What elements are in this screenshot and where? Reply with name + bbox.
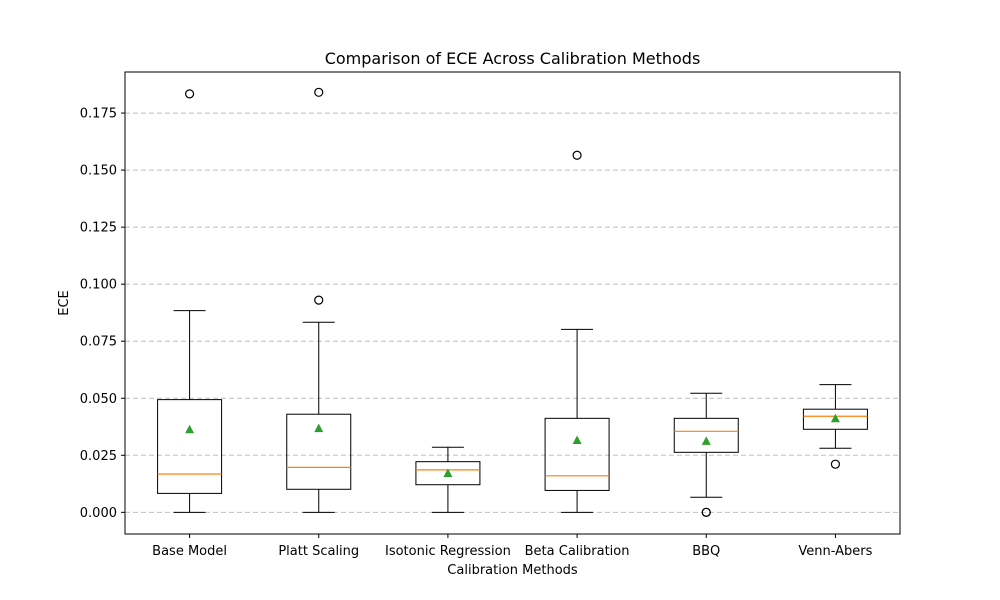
x-tick-label: Isotonic Regression (385, 544, 511, 559)
box-group (544, 150, 610, 513)
y-tick-label: 0.100 (80, 278, 117, 293)
y-tick-label: 0.025 (80, 449, 117, 464)
x-tick-label: BBQ (692, 544, 720, 559)
y-tick-label: 0.150 (80, 164, 117, 179)
x-tick-label: Platt Scaling (278, 544, 359, 559)
box-group (802, 384, 868, 469)
box-group (286, 87, 352, 513)
outlier-point (701, 507, 711, 517)
box-iqr (802, 408, 868, 430)
x-tick-label: Beta Calibration (525, 544, 630, 559)
plot-frame (124, 71, 901, 535)
y-tick-label: 0.175 (80, 107, 117, 122)
mean-marker (701, 436, 711, 445)
outlier-point (830, 459, 841, 469)
box-iqr (157, 399, 223, 494)
y-tick-label: 0.125 (80, 221, 117, 236)
y-tick-label: 0.000 (80, 506, 117, 521)
x-tick-label: Base Model (152, 544, 227, 559)
y-axis-label: ECE (57, 290, 72, 316)
y-axis-ticks: 0.000 0.025 0.050 0.075 0.100 0.125 0.150 0.175 (80, 107, 125, 521)
boxes-layer (157, 87, 868, 517)
mean-marker (185, 424, 195, 434)
x-tick-label: Venn-Abers (798, 544, 872, 559)
box-iqr (415, 461, 481, 486)
mean-marker (443, 468, 453, 478)
box-group (157, 89, 223, 513)
x-axis-label: Calibration Methods (447, 563, 578, 578)
mean-marker (314, 423, 324, 433)
box-iqr (286, 413, 352, 490)
x-axis-ticks: Base Model Platt Scaling Isotonic Regressi… (152, 534, 873, 559)
grid-lines (125, 112, 900, 513)
y-tick-label: 0.050 (80, 392, 117, 407)
y-tick-label: 0.075 (80, 335, 117, 350)
mean-marker (830, 413, 840, 423)
box-group (415, 446, 481, 513)
mean-marker (572, 435, 582, 444)
outlier-point (184, 89, 195, 99)
outlier-point (314, 87, 324, 97)
box-iqr (673, 417, 739, 453)
box-group (673, 392, 739, 517)
outlier-point (572, 150, 582, 160)
outlier-point (314, 295, 324, 305)
box-iqr (544, 417, 610, 491)
chart-title: Comparison of ECE Across Calibration Met… (325, 49, 701, 68)
